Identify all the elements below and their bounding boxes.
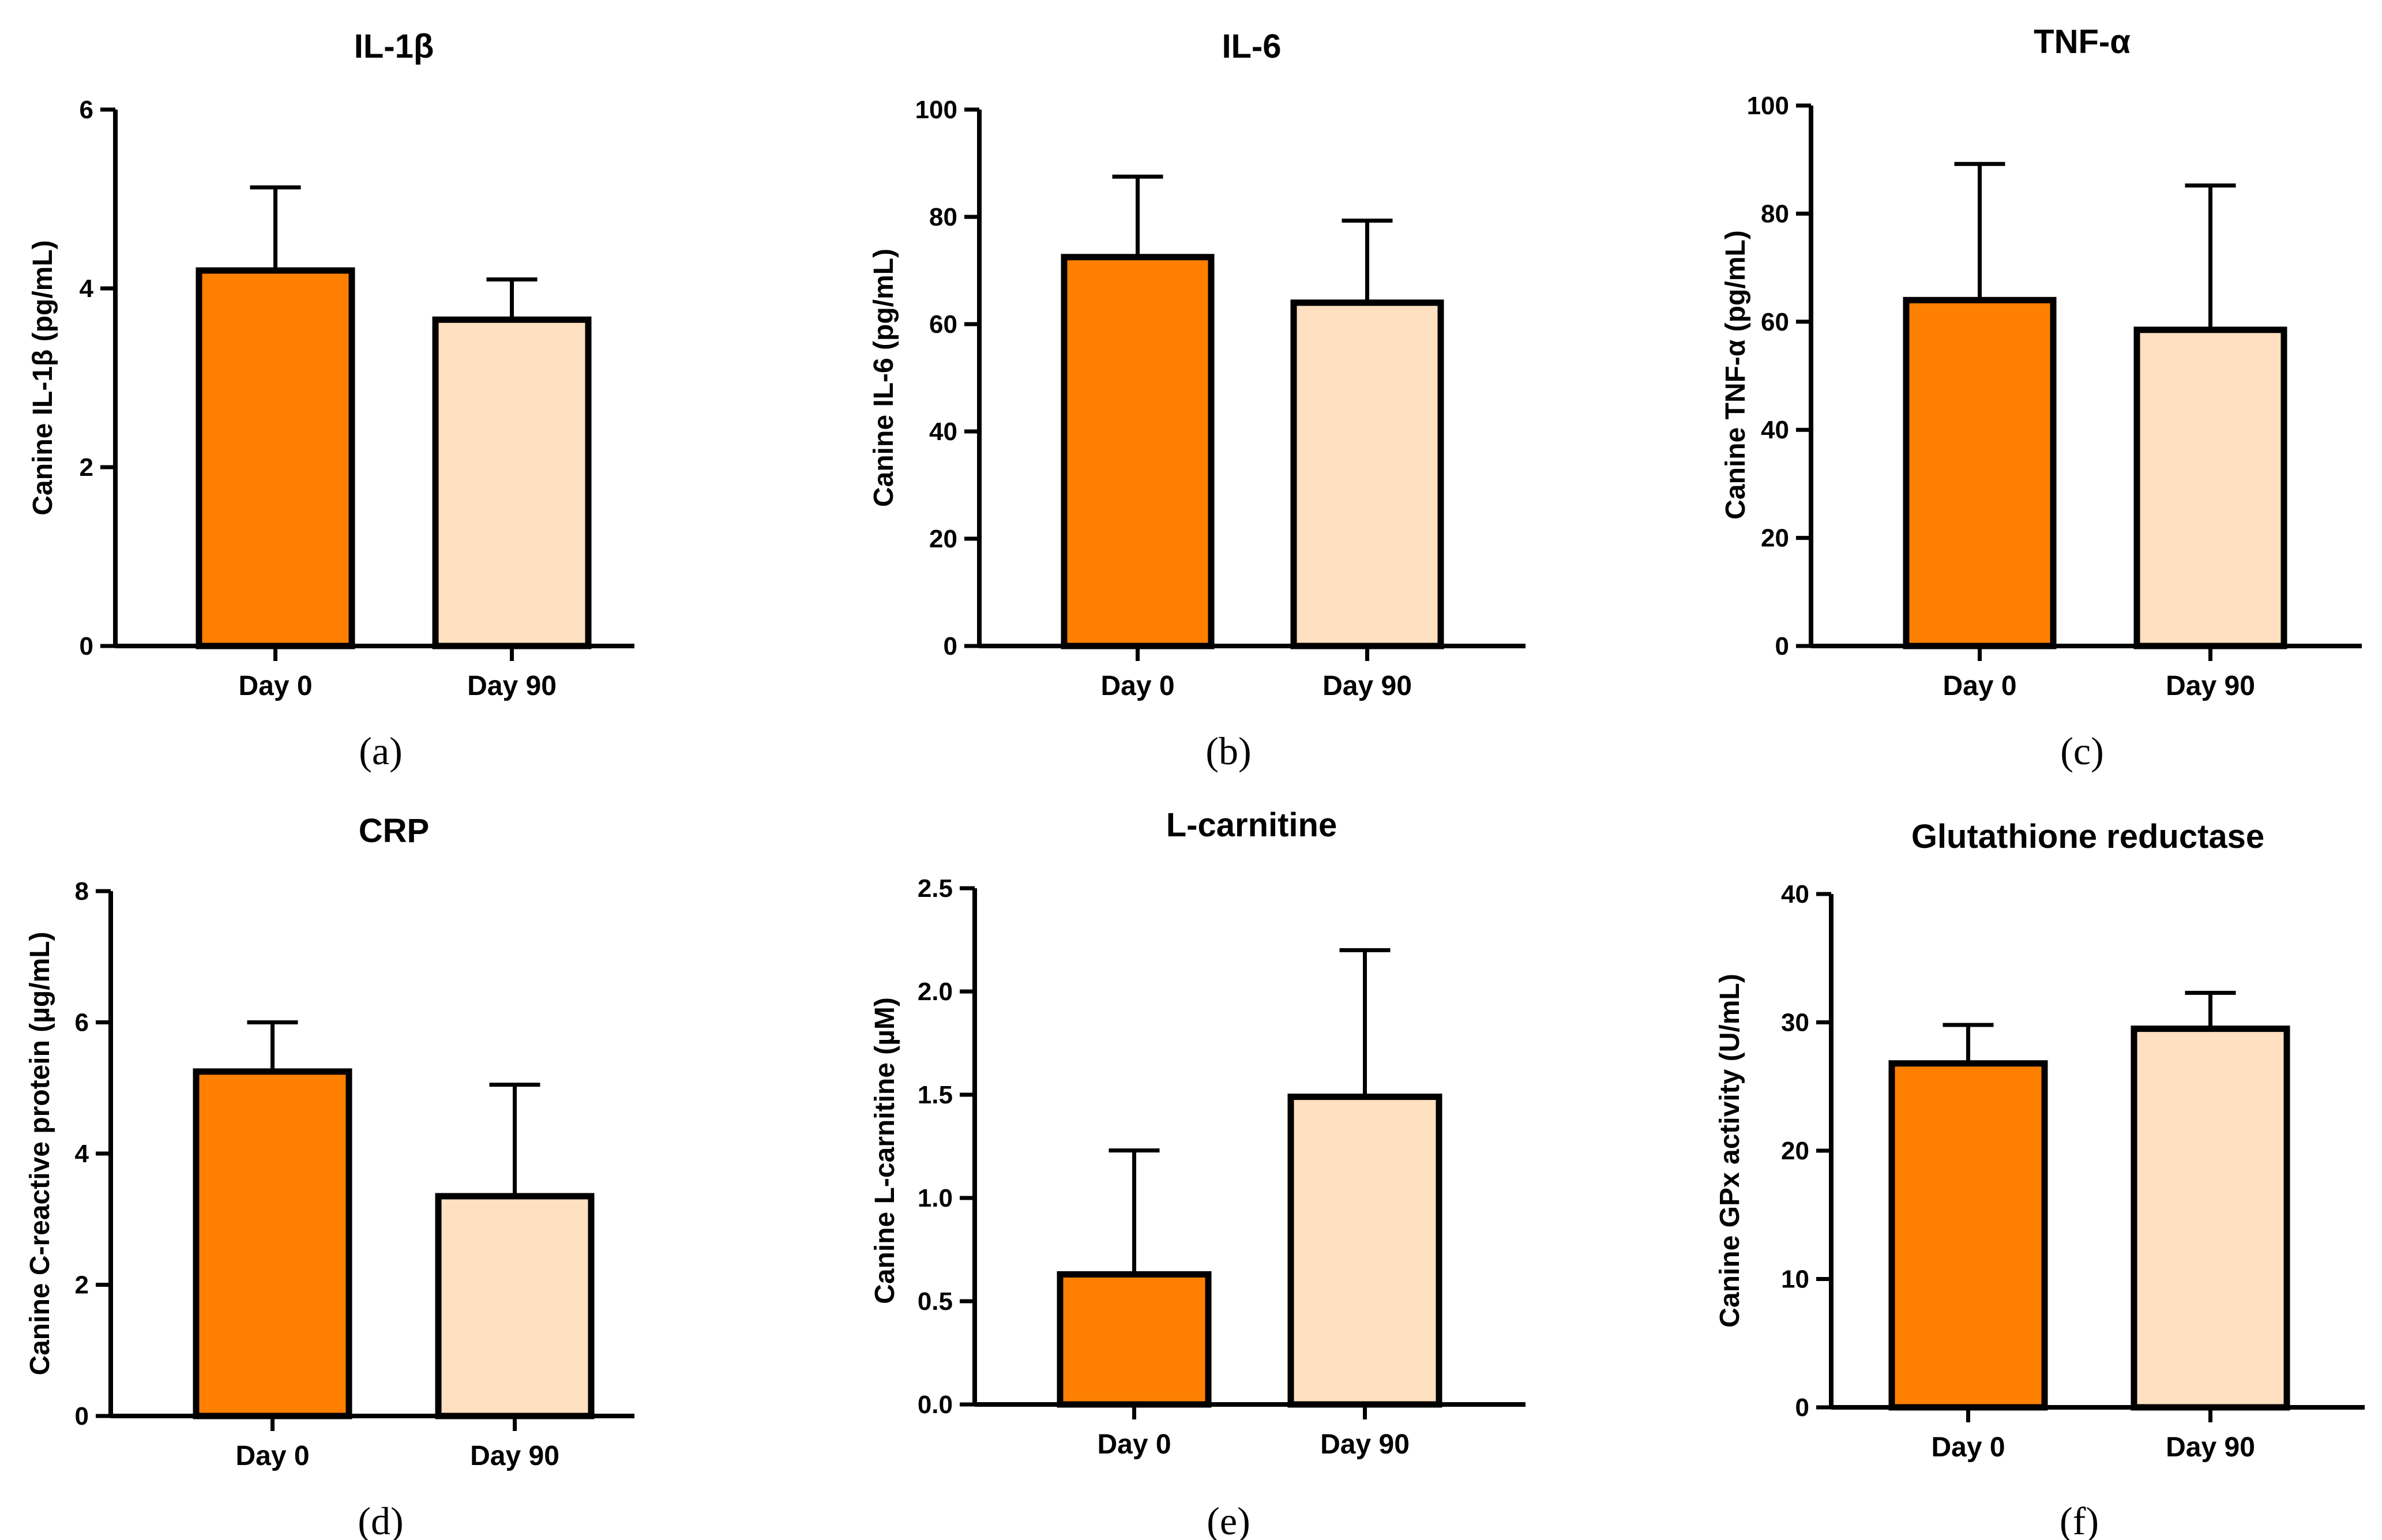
- y-tick-label: 60: [1761, 308, 1789, 336]
- chart-title: IL-1β: [354, 28, 434, 65]
- chart-title: L-carnitine: [1166, 806, 1337, 844]
- y-tick-label: 1.5: [918, 1081, 953, 1109]
- bar-day0: [1888, 1060, 2048, 1411]
- x-tick-label: Day 90: [2166, 1432, 2255, 1463]
- y-tick-label: 20: [1761, 524, 1789, 553]
- y-axis-label: Canine C-reactive protein (µg/mL): [25, 931, 55, 1375]
- x-tick-label: Day 0: [1943, 671, 2016, 701]
- y-tick-label: 20: [1781, 1137, 1809, 1165]
- bar-day0: [1903, 296, 2057, 649]
- panel-label: (d): [358, 1499, 403, 1540]
- bar-day0: [1061, 254, 1215, 649]
- y-axis-label: Canine TNF-α (pg/mL): [1720, 230, 1751, 519]
- y-tick-label: 6: [80, 96, 93, 124]
- panel-label: (e): [1207, 1499, 1250, 1540]
- chart-panel-a: IL-1β Canine IL-1β (pg/mL) 0 2 4 6 Day 0 Day 90…: [28, 28, 634, 773]
- y-tick-label: 100: [1747, 92, 1789, 120]
- panel-label: (b): [1205, 729, 1251, 773]
- bar-day0: [196, 267, 355, 649]
- bar-day90: [1287, 1094, 1442, 1408]
- y-tick-label: 40: [1781, 880, 1809, 908]
- panel-label: (c): [2060, 729, 2103, 773]
- bar-day0: [193, 1068, 352, 1419]
- x-tick-label: Day 0: [238, 671, 312, 701]
- y-tick-label: 0: [1795, 1393, 1809, 1422]
- x-tick-label: Day 90: [467, 671, 557, 701]
- panel-label: (f): [2060, 1499, 2099, 1540]
- y-tick-label: 4: [80, 275, 94, 303]
- x-tick-label: Day 0: [1931, 1432, 2005, 1463]
- y-axis-label: Canine IL-1β (pg/mL): [28, 240, 58, 515]
- x-tick-label: Day 90: [2166, 671, 2255, 701]
- y-tick-label: 4: [75, 1140, 89, 1168]
- bar-day90: [432, 316, 592, 649]
- y-tick-label: 0: [944, 632, 957, 660]
- y-tick-label: 100: [915, 96, 957, 124]
- panel-label: (a): [359, 729, 402, 773]
- chart-title: TNF-α: [2034, 23, 2131, 61]
- y-tick-label: 1.0: [918, 1184, 953, 1212]
- bar-day0: [1057, 1271, 1212, 1408]
- chart-panel-e: L-carnitine Canine L-carnitine (µM) 0.0 0.5…: [870, 806, 1526, 1540]
- x-tick-label: Day 0: [1100, 671, 1174, 701]
- chart-title: CRP: [359, 812, 429, 850]
- chart-panel-f: Glutathione reductase Canine GPx activity…: [1715, 818, 2365, 1540]
- x-tick-label: Day 90: [1323, 671, 1412, 701]
- y-axis-label: Canine L-carnitine (µM): [870, 997, 900, 1304]
- y-tick-label: 20: [929, 525, 957, 553]
- y-tick-label: 0: [80, 632, 93, 660]
- chart-title: Glutathione reductase: [1911, 818, 2264, 855]
- x-tick-label: Day 0: [1097, 1429, 1171, 1460]
- y-tick-label: 60: [929, 310, 957, 339]
- y-tick-label: 0: [75, 1402, 89, 1430]
- y-tick-label: 2: [75, 1271, 89, 1299]
- y-tick-label: 0: [1775, 632, 1789, 660]
- x-tick-label: Day 90: [470, 1441, 559, 1471]
- y-tick-label: 8: [75, 877, 89, 906]
- bar-day90: [1290, 299, 1444, 649]
- y-tick-label: 2: [80, 453, 93, 482]
- chart-title: IL-6: [1222, 28, 1281, 65]
- x-tick-label: Day 90: [1320, 1429, 1410, 1460]
- y-axis-label: Canine IL-6 (pg/mL): [869, 249, 899, 507]
- y-tick-label: 0.0: [918, 1391, 953, 1419]
- y-tick-label: 0.5: [918, 1287, 953, 1316]
- x-tick-label: Day 0: [235, 1441, 309, 1471]
- chart-panel-d: CRP Canine C-reactive protein (µg/mL) 0 2 4 6…: [25, 812, 634, 1540]
- bar-day90: [2133, 326, 2287, 649]
- y-tick-label: 80: [1761, 200, 1789, 228]
- chart-panel-c: TNF-α Canine TNF-α (pg/mL) 0 20 40 60 80 100 Day…: [1720, 23, 2362, 773]
- bar-day90: [2131, 1026, 2290, 1411]
- y-tick-label: 10: [1781, 1265, 1809, 1294]
- y-tick-label: 2.5: [918, 874, 953, 903]
- y-tick-label: 6: [75, 1009, 89, 1037]
- y-tick-label: 2.0: [918, 978, 953, 1006]
- y-tick-label: 80: [929, 203, 957, 231]
- chart-panel-b: IL-6 Canine IL-6 (pg/mL) 0 20 40 60 80 100 Day 0…: [869, 28, 1526, 773]
- y-tick-label: 40: [1761, 416, 1789, 444]
- y-axis-label: Canine GPx activity (U/mL): [1715, 974, 1745, 1327]
- y-tick-label: 40: [929, 418, 957, 446]
- y-tick-label: 30: [1781, 1009, 1809, 1037]
- bar-day90: [435, 1193, 595, 1419]
